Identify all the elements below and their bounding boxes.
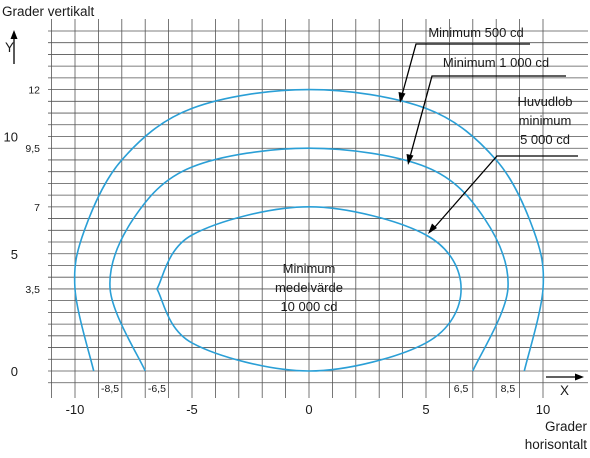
x-tick-label: 0 — [305, 402, 312, 417]
leader-huvudlob-arrowhead — [428, 223, 437, 234]
x-axis-title-line2: horisontalt — [525, 437, 588, 452]
y-tick-label-minor: 3,5 — [25, 284, 40, 296]
y-axis-title: Grader vertikalt — [2, 4, 95, 19]
annotation-huvudlob-1: Huvudlob — [518, 94, 573, 109]
y-axis-letter: Y — [5, 40, 14, 55]
annotation-min500: Minimum 500 cd — [428, 25, 523, 40]
y-tick-label: 0 — [11, 364, 18, 379]
x-tick-label-minor: 8,5 — [501, 383, 516, 395]
y-tick-label: 5 — [11, 247, 18, 262]
annotation-center-2: medelvärde — [275, 280, 343, 295]
leader-min1000 — [409, 75, 566, 158]
annotation-center-1: Minimum — [283, 261, 336, 276]
y-tick-label-minor: 7 — [34, 202, 40, 214]
x-axis-title-line1: Grader — [545, 419, 588, 434]
x-axis-arrowhead — [575, 373, 584, 381]
leader-min500 — [401, 43, 530, 96]
y-tick-label-minor: 9,5 — [25, 143, 40, 155]
x-tick-label-minor: -6,5 — [148, 383, 166, 395]
series-line-3 — [156, 205, 462, 372]
x-tick-label-minor: -8,5 — [101, 383, 119, 395]
x-tick-label: 5 — [422, 402, 429, 417]
y-axis-arrowhead — [10, 30, 18, 39]
annotation-huvudlob-2: minimum — [519, 113, 572, 128]
y-tick-label: 10 — [4, 130, 18, 145]
curves — [73, 88, 545, 372]
x-tick-label-minor: 6,5 — [454, 383, 469, 395]
x-tick-label: -10 — [66, 402, 85, 417]
series-line-1 — [73, 88, 545, 372]
annotation-min1000: Minimum 1 000 cd — [443, 55, 549, 70]
tick-labels: -10 -5 0 5 10 -8,5 -6,5 6,5 8,5 0 5 10 3,5 7 9,5 12 — [4, 85, 551, 417]
series-line-2 — [109, 147, 509, 372]
annotation-center-3: 10 000 cd — [280, 299, 337, 314]
annotation-huvudlob-3: 5 000 cd — [520, 132, 570, 147]
leader-min500-arrowhead — [398, 92, 406, 103]
x-tick-label: 10 — [536, 402, 550, 417]
x-tick-label: -5 — [186, 402, 198, 417]
leader-min1000-arrowhead — [406, 154, 414, 165]
x-axis-letter: X — [560, 383, 569, 398]
leader-huvudlob — [433, 155, 578, 229]
y-tick-label-minor: 12 — [28, 85, 40, 97]
